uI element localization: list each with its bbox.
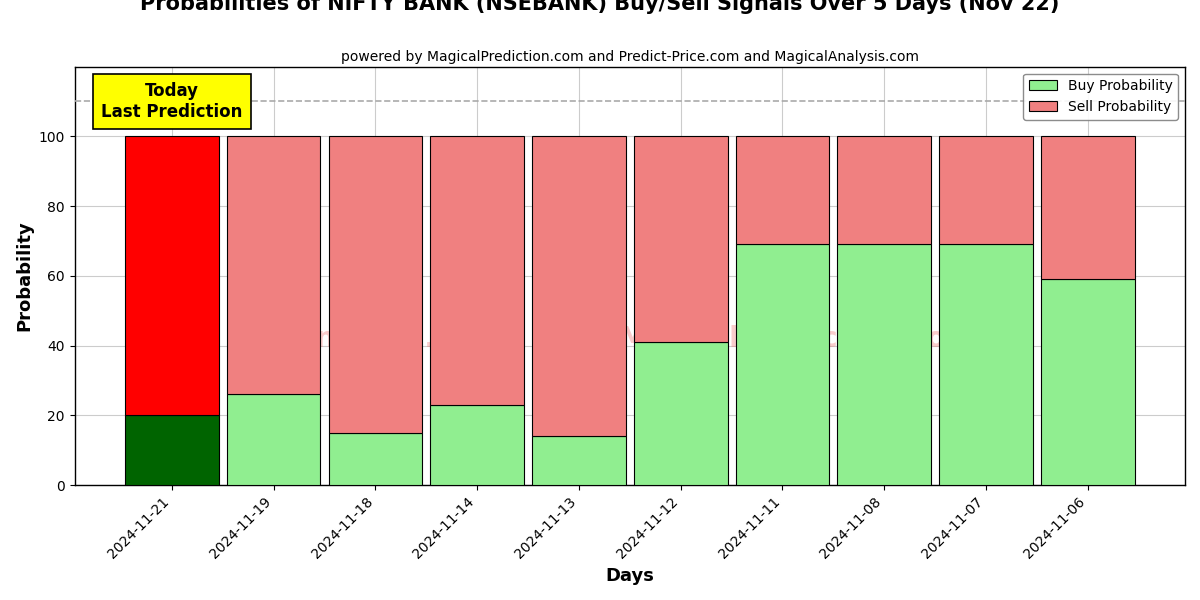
Bar [125,415,218,485]
Bar [940,244,1033,485]
Bar [532,136,625,436]
Bar [838,244,931,485]
Title: powered by MagicalPrediction.com and Predict-Price.com and MagicalAnalysis.com: powered by MagicalPrediction.com and Pre… [341,50,919,64]
Bar [431,136,524,405]
Legend: Buy Probability, Sell Probability: Buy Probability, Sell Probability [1024,73,1178,119]
Bar [431,405,524,485]
Bar [125,136,218,415]
Bar [634,342,727,485]
Bar [634,136,727,342]
Bar [1040,280,1134,485]
Bar [736,136,829,244]
Bar [532,436,625,485]
X-axis label: Days: Days [605,567,654,585]
Y-axis label: Probability: Probability [16,220,34,331]
Bar [227,394,320,485]
Bar [227,136,320,394]
Bar [940,136,1033,244]
Bar [1040,136,1134,280]
Text: calAnalysis.com: calAnalysis.com [250,325,499,353]
Text: MagicalPrediction.com: MagicalPrediction.com [618,325,974,353]
Bar [838,136,931,244]
Bar [736,244,829,485]
Text: Probabilities of NIFTY BANK (NSEBANK) Buy/Sell Signals Over 5 Days (Nov 22): Probabilities of NIFTY BANK (NSEBANK) Bu… [140,0,1060,14]
Text: Today
Last Prediction: Today Last Prediction [101,82,242,121]
Bar [329,433,422,485]
Bar [329,136,422,433]
